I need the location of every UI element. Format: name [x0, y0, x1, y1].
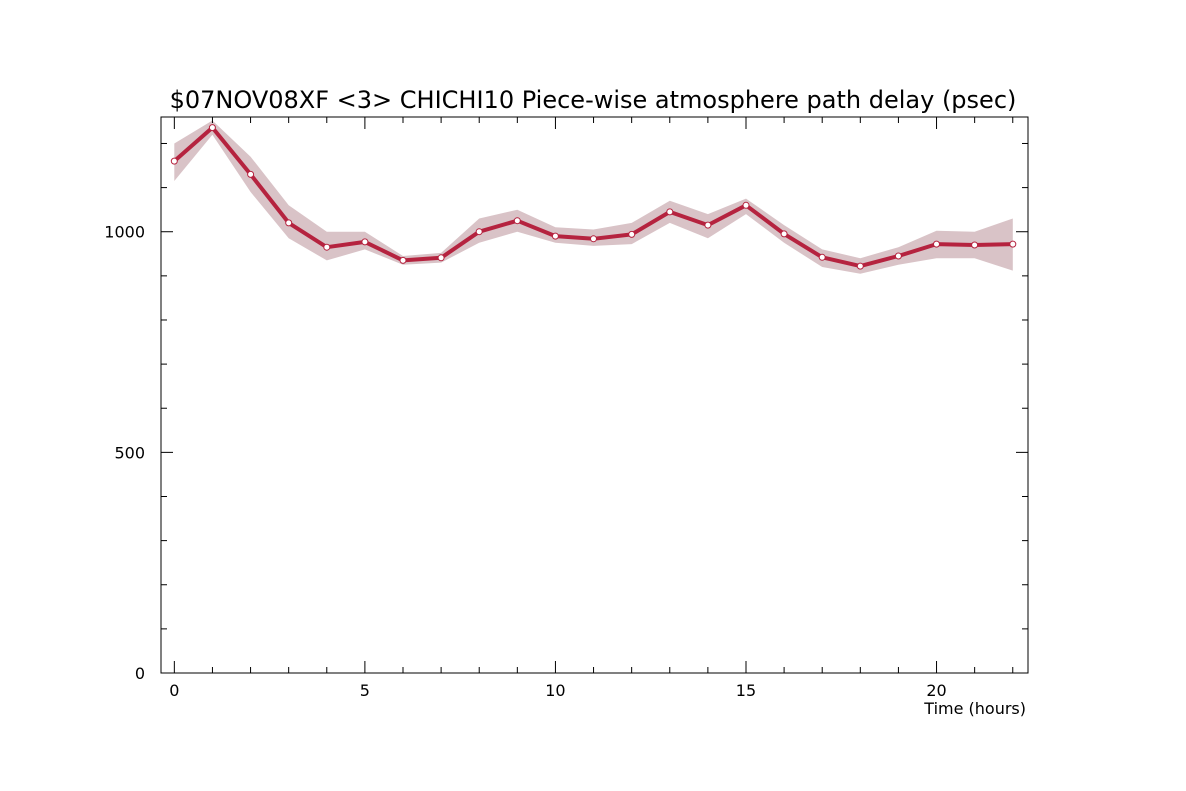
data-point: [1009, 240, 1017, 248]
data-point: [551, 232, 559, 240]
data-point: [704, 221, 712, 229]
x-tick-label: 5: [360, 681, 370, 700]
data-point: [437, 254, 445, 262]
data-point: [399, 256, 407, 264]
axis-ticks: 0 5 10 15 20 0 500 1000: [104, 117, 1028, 700]
data-point: [475, 228, 483, 236]
data-point: [513, 217, 521, 225]
data-point: [971, 241, 979, 249]
data-point: [856, 262, 864, 270]
x-tick-label: 10: [545, 681, 565, 700]
data-point: [361, 238, 369, 246]
x-tick-label: 20: [926, 681, 946, 700]
data-point: [170, 157, 178, 165]
data-point: [780, 230, 788, 238]
data-point: [933, 240, 940, 248]
uncertainty-band: [174, 120, 1013, 274]
data-point: [666, 208, 674, 216]
y-tick-label: 500: [114, 443, 145, 462]
x-tick-label: 0: [169, 681, 179, 700]
data-point: [285, 219, 293, 227]
data-point: [742, 201, 750, 209]
data-point: [247, 170, 255, 178]
x-tick-label: 15: [736, 681, 756, 700]
y-tick-label: 0: [135, 664, 145, 683]
data-point: [590, 235, 597, 243]
data-point: [323, 243, 331, 251]
data-point: [894, 252, 902, 260]
data-point: [818, 253, 826, 261]
chart-title: $07NOV08XF <3> CHICHI10 Piece-wise atmos…: [170, 86, 1017, 114]
data-point: [208, 124, 216, 132]
x-axis-label: Time (hours): [923, 699, 1026, 718]
data-marker-layer: [170, 124, 1017, 270]
data-point: [628, 230, 636, 238]
plot-frame: [160, 116, 1029, 674]
uncertainty-band-layer: [174, 120, 1013, 274]
y-tick-label: 1000: [104, 223, 145, 242]
